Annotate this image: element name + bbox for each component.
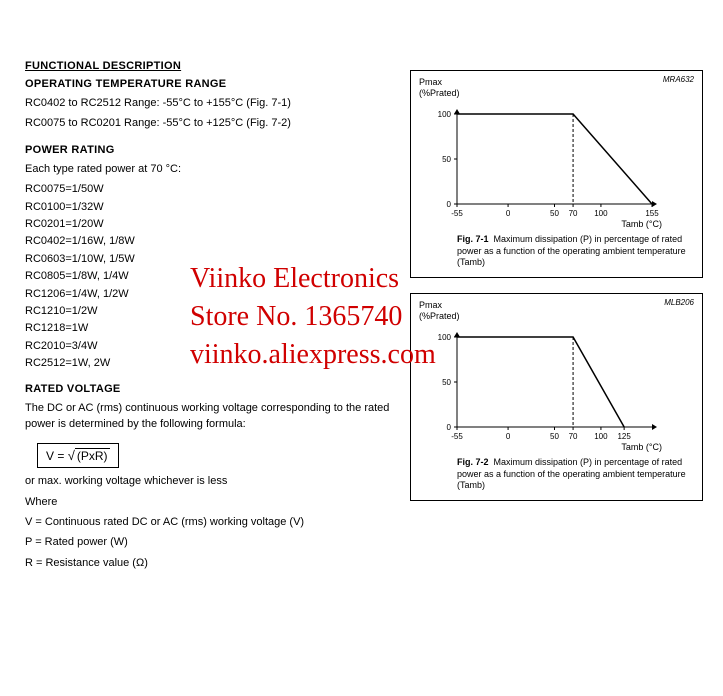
power-rating-row: RC0402=1/16W, 1/8W — [25, 234, 395, 249]
chart-fig-7-2: MLB206 Pmax (%Prated) Tamb (°C) 100500-5… — [410, 293, 703, 501]
chart1-caption-text: Maximum dissipation (P) in percentage of… — [457, 234, 686, 267]
chart-svg: 100500-5505070100125 — [427, 332, 662, 452]
power-rating-row: RC2010=3/4W — [25, 339, 395, 354]
svg-text:70: 70 — [569, 209, 578, 218]
chart2-ylabel: Pmax (%Prated) — [419, 300, 460, 322]
svg-text:50: 50 — [442, 378, 451, 387]
svg-text:50: 50 — [550, 209, 559, 218]
heading-rated-voltage: RATED VOLTAGE — [25, 383, 395, 395]
chart1-code: MRA632 — [663, 75, 694, 84]
power-rating-row: RC1218=1W — [25, 321, 395, 336]
power-rating-row: RC0100=1/32W — [25, 200, 395, 215]
svg-text:0: 0 — [447, 200, 452, 209]
formula-radicand: (PxR) — [75, 448, 110, 463]
svg-text:-55: -55 — [451, 209, 463, 218]
chart2-fig-label: Fig. 7-2 — [457, 457, 489, 467]
power-rating-row: RC1210=1/2W — [25, 304, 395, 319]
rated-voltage-where: Where — [25, 495, 395, 510]
chart2-code: MLB206 — [664, 298, 694, 307]
svg-text:0: 0 — [506, 432, 511, 441]
chart2-ylabel-bot: (%Prated) — [419, 311, 460, 321]
rated-voltage-def: R = Resistance value (Ω) — [25, 556, 395, 571]
power-rating-row: RC0603=1/10W, 1/5W — [25, 252, 395, 267]
chart1-ylabel: Pmax (%Prated) — [419, 77, 460, 99]
svg-text:100: 100 — [438, 110, 452, 119]
svg-text:0: 0 — [447, 423, 452, 432]
chart-fig-7-1: MRA632 Pmax (%Prated) Tamb (°C) 100500-5… — [410, 70, 703, 278]
svg-text:0: 0 — [506, 209, 511, 218]
left-column: FUNCTIONAL DESCRIPTION OPERATING TEMPERA… — [25, 60, 395, 576]
temp-range-line-2: RC0075 to RC0201 Range: -55°C to +125°C … — [25, 116, 395, 131]
svg-text:100: 100 — [594, 209, 608, 218]
svg-text:70: 70 — [569, 432, 578, 441]
temp-range-line-1: RC0402 to RC2512 Range: -55°C to +155°C … — [25, 96, 395, 111]
chart2-ylabel-top: Pmax — [419, 300, 442, 310]
power-rating-row: RC1206=1/4W, 1/2W — [25, 287, 395, 302]
rated-voltage-note: or max. working voltage whichever is les… — [25, 474, 395, 489]
svg-text:50: 50 — [442, 155, 451, 164]
svg-text:155: 155 — [645, 209, 659, 218]
chart-svg: 100500-5505070100155 — [427, 109, 662, 229]
svg-text:100: 100 — [438, 333, 452, 342]
rated-voltage-def: P = Rated power (W) — [25, 535, 395, 550]
svg-text:100: 100 — [594, 432, 608, 441]
voltage-formula: V = (PxR) — [37, 443, 119, 468]
heading-power-rating: POWER RATING — [25, 144, 395, 156]
chart2-caption: Fig. 7-2 Maximum dissipation (P) in perc… — [457, 457, 692, 492]
chart2-caption-text: Maximum dissipation (P) in percentage of… — [457, 457, 686, 490]
chart1-ylabel-bot: (%Prated) — [419, 88, 460, 98]
power-rating-row: RC2512=1W, 2W — [25, 356, 395, 371]
svg-text:125: 125 — [617, 432, 631, 441]
chart1-caption: Fig. 7-1 Maximum dissipation (P) in perc… — [457, 234, 692, 269]
rated-voltage-defs: V = Continuous rated DC or AC (rms) work… — [25, 515, 395, 571]
chart1-ylabel-top: Pmax — [419, 77, 442, 87]
chart1-fig-label: Fig. 7-1 — [457, 234, 489, 244]
formula-lhs: V = — [46, 449, 64, 463]
sqrt-icon — [68, 449, 75, 463]
power-rating-row: RC0805=1/8W, 1/4W — [25, 269, 395, 284]
svg-text:-55: -55 — [451, 432, 463, 441]
power-rating-row: RC0075=1/50W — [25, 182, 395, 197]
power-rating-row: RC0201=1/20W — [25, 217, 395, 232]
svg-text:50: 50 — [550, 432, 559, 441]
right-column: MRA632 Pmax (%Prated) Tamb (°C) 100500-5… — [410, 60, 703, 576]
heading-functional-description: FUNCTIONAL DESCRIPTION — [25, 60, 395, 72]
power-rating-intro: Each type rated power at 70 °C: — [25, 162, 395, 177]
rated-voltage-intro: The DC or AC (rms) continuous working vo… — [25, 401, 395, 432]
heading-temp-range: OPERATING TEMPERATURE RANGE — [25, 78, 395, 90]
power-rating-list: RC0075=1/50W RC0100=1/32W RC0201=1/20W RC04… — [25, 182, 395, 371]
rated-voltage-def: V = Continuous rated DC or AC (rms) work… — [25, 515, 395, 530]
